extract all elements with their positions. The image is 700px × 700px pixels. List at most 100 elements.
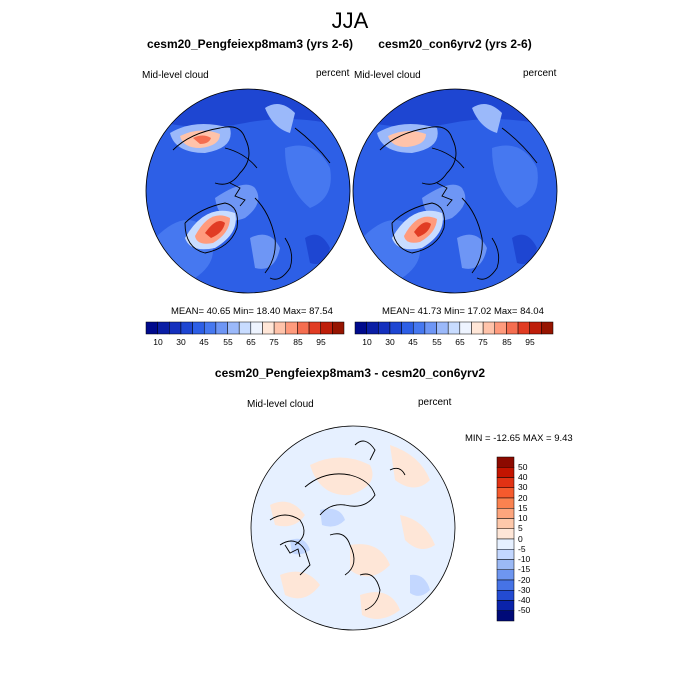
cb1-tick: 75 xyxy=(269,337,279,347)
colorbar-swatch xyxy=(447,321,461,335)
cb1-tick: 95 xyxy=(316,337,326,347)
diff-colorbar-swatch xyxy=(496,508,515,519)
panel-2-colorbar-ticks: 10 30 45 55 65 75 85 95 xyxy=(355,337,553,349)
diff-cb-label: -40 xyxy=(518,595,531,605)
diff-panel-variable-label: Mid-level cloud xyxy=(247,399,314,410)
cb2-tick: 10 xyxy=(362,337,372,347)
cb1-tick: 30 xyxy=(176,337,186,347)
colorbar-swatch xyxy=(436,321,449,335)
cb2-tick: 65 xyxy=(455,337,465,347)
colorbar-swatch xyxy=(273,321,287,335)
colorbar-swatch xyxy=(262,321,275,335)
diff-colorbar-swatch xyxy=(496,569,515,581)
colorbar-swatch xyxy=(227,321,240,335)
diff-cb-label: 30 xyxy=(518,482,528,492)
cb2-tick: 85 xyxy=(502,337,512,347)
colorbar-swatch xyxy=(157,321,170,335)
cb2-tick: 95 xyxy=(525,337,535,347)
diff-colorbar-swatch xyxy=(496,538,515,550)
diff-panel-title: cesm20_Pengfeiexp8mam3 - cesm20_con6yrv2 xyxy=(214,366,486,380)
diff-colorbar-swatch xyxy=(496,497,515,509)
colorbar-swatch xyxy=(482,321,496,335)
cb2-tick: 55 xyxy=(432,337,442,347)
colorbar-swatch xyxy=(308,321,321,335)
diff-colorbar-swatch xyxy=(496,600,515,611)
colorbar-swatch xyxy=(506,321,519,335)
cb2-tick: 75 xyxy=(478,337,488,347)
diff-colorbar-labels: 50 40 30 20 15 10 5 0 -5 -10 -15 -20 -30… xyxy=(518,457,558,627)
cb1-tick: 10 xyxy=(153,337,163,347)
colorbar-swatch xyxy=(192,321,205,335)
diff-colorbar-swatch xyxy=(496,559,515,570)
panel-2-stats: MEAN= 41.73 Min= 17.02 Max= 84.04 xyxy=(382,306,544,317)
colorbar-swatch xyxy=(332,321,345,335)
figure-title: JJA xyxy=(331,8,369,33)
diff-cb-label: 5 xyxy=(518,523,523,533)
diff-colorbar-swatch xyxy=(496,579,515,591)
diff-colorbar xyxy=(496,456,515,622)
diff-cb-label: 40 xyxy=(518,472,528,482)
panel-2-polar-map xyxy=(352,88,558,294)
diff-panel-polar-map xyxy=(250,425,456,631)
diff-cb-label: -30 xyxy=(518,585,531,595)
panel-1-title: cesm20_Pengfeiexp8mam3 (yrs 2-6) xyxy=(146,37,354,51)
diff-cb-label: -10 xyxy=(518,554,531,564)
panel-1-colorbar xyxy=(145,321,345,335)
diff-cb-label: -50 xyxy=(518,605,531,615)
diff-colorbar-swatch xyxy=(496,610,515,622)
cb1-tick: 65 xyxy=(246,337,256,347)
colorbar-swatch xyxy=(238,321,252,335)
diff-panel-units-label: percent xyxy=(418,397,452,408)
panel-1-stats: MEAN= 40.65 Min= 18.40 Max= 87.54 xyxy=(171,306,333,317)
colorbar-swatch xyxy=(366,321,379,335)
colorbar-swatch xyxy=(378,321,391,335)
panel-1-colorbar-ticks: 10 30 45 55 65 75 85 95 xyxy=(146,337,344,349)
colorbar-swatch xyxy=(517,321,530,335)
colorbar-swatch xyxy=(471,321,484,335)
panel-1-variable-label: Mid-level cloud xyxy=(142,70,209,81)
colorbar-swatch xyxy=(169,321,182,335)
cb2-tick: 45 xyxy=(408,337,418,347)
diff-cb-label: 50 xyxy=(518,462,528,472)
colorbar-swatch xyxy=(401,321,414,335)
colorbar-swatch xyxy=(285,321,298,335)
panel-2-colorbar xyxy=(354,321,554,335)
colorbar-swatch xyxy=(250,321,263,335)
panel-2-variable-label: Mid-level cloud xyxy=(354,70,421,81)
colorbar-swatch xyxy=(215,321,228,335)
diff-colorbar-swatch xyxy=(496,456,515,468)
colorbar-swatch xyxy=(541,321,554,335)
colorbar-swatch xyxy=(412,321,426,335)
diff-cb-label: 15 xyxy=(518,503,528,513)
colorbar-swatch xyxy=(145,321,158,335)
panel-2-title: cesm20_con6yrv2 (yrs 2-6) xyxy=(378,37,532,51)
diff-cb-label: 10 xyxy=(518,513,528,523)
diff-panel-stats: MIN = -12.65 MAX = 9.43 xyxy=(465,433,573,444)
colorbar-swatch xyxy=(424,321,437,335)
diff-cb-label: -15 xyxy=(518,564,531,574)
colorbar-swatch xyxy=(459,321,472,335)
diff-cb-label: 0 xyxy=(518,534,523,544)
cb1-tick: 85 xyxy=(293,337,303,347)
diff-colorbar-swatch xyxy=(496,590,515,601)
cb1-tick: 55 xyxy=(223,337,233,347)
panel-1-polar-map xyxy=(145,88,351,294)
colorbar-swatch xyxy=(389,321,402,335)
cb2-tick: 30 xyxy=(385,337,395,347)
panel-2-units-label: percent xyxy=(523,68,557,79)
panel-1-units-label: percent xyxy=(316,68,350,79)
diff-colorbar-swatch xyxy=(496,528,515,540)
colorbar-swatch xyxy=(297,321,310,335)
diff-colorbar-swatch xyxy=(496,487,515,499)
diff-colorbar-swatch xyxy=(496,549,515,560)
diff-cb-label: -5 xyxy=(518,544,526,554)
colorbar-swatch xyxy=(320,321,333,335)
diff-cb-label: -20 xyxy=(518,575,531,585)
colorbar-swatch xyxy=(494,321,507,335)
diff-cb-label: 20 xyxy=(518,493,528,503)
cb1-tick: 45 xyxy=(199,337,209,347)
colorbar-swatch xyxy=(529,321,542,335)
colorbar-swatch xyxy=(354,321,367,335)
diff-colorbar-swatch xyxy=(496,467,515,478)
diff-colorbar-swatch xyxy=(496,477,515,488)
